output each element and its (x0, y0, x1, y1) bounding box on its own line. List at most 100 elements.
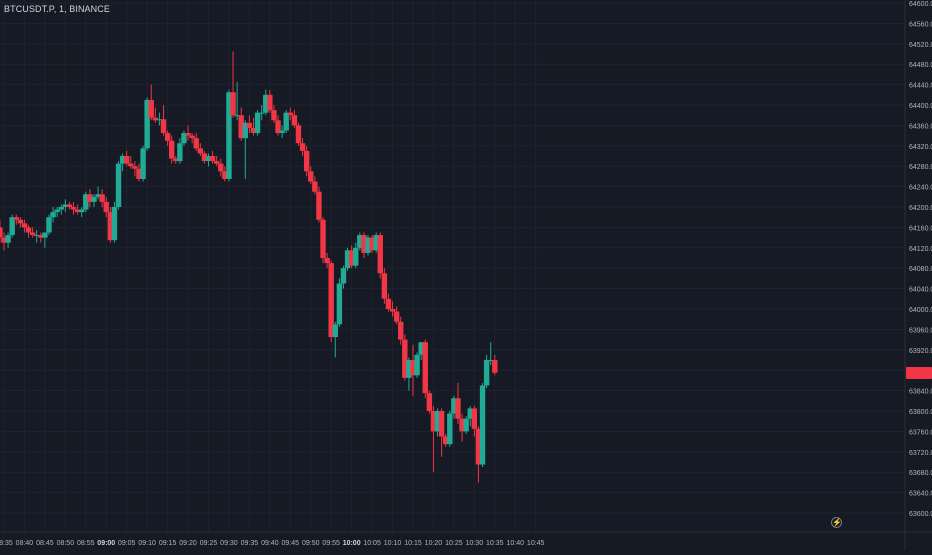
candle (66, 201, 73, 210)
candle-body (271, 110, 277, 121)
candle-body (5, 235, 11, 243)
candle-body (328, 263, 334, 338)
candle-body (365, 237, 371, 253)
time-tick-label: 09:45 (282, 540, 300, 547)
candle (103, 196, 109, 218)
candle (377, 232, 383, 279)
price-tick-label: 64320.0 (909, 144, 932, 151)
price-tick-label: 63760.0 (909, 429, 932, 436)
candle (148, 84, 154, 121)
candle-body (42, 232, 48, 238)
candle-body (295, 125, 302, 144)
time-tick-label: 10:10 (384, 540, 402, 547)
price-tick-label: 64400.0 (909, 103, 932, 110)
candle-body (136, 168, 142, 179)
time-tick-label: 10:30 (466, 540, 484, 547)
candle-body (193, 138, 199, 149)
candle-body (303, 150, 310, 172)
lightning-icon[interactable]: ⚡ (831, 517, 842, 528)
candle (426, 390, 433, 414)
time-tick-label: 09:05 (118, 540, 136, 547)
candle (29, 227, 36, 238)
candle-body (463, 418, 469, 432)
candle (348, 245, 355, 269)
candle-body (1, 237, 7, 243)
candle-body (250, 127, 257, 134)
candle-body (447, 413, 453, 445)
candle (398, 316, 404, 345)
candle (189, 133, 195, 144)
candle-body (483, 360, 490, 386)
candle-body (263, 94, 269, 113)
candle-body (132, 166, 138, 169)
candle-body (414, 354, 420, 376)
candle (205, 153, 212, 167)
time-axis[interactable]: 08:3508:4008:4508:5008:5509:0009:0509:10… (0, 531, 932, 547)
candle-body (115, 163, 122, 207)
candle (479, 382, 486, 468)
candle (17, 217, 24, 228)
candle (197, 143, 204, 156)
price-tick-label: 63840.0 (909, 389, 932, 396)
price-tick-label: 63720.0 (909, 450, 932, 457)
candle-body (426, 393, 433, 411)
candle (422, 339, 428, 399)
candle-body (479, 385, 486, 465)
candle (483, 354, 490, 389)
candle (475, 426, 482, 483)
candle-body (393, 311, 400, 322)
price-axis[interactable]: 63600.0 63640.0 63680.0 63720.0 63760.0 63800… (904, 0, 932, 550)
candle (83, 191, 89, 213)
time-tick-label: 10:20 (425, 540, 443, 547)
candle-body (402, 339, 408, 378)
price-tick-label: 63680.0 (909, 470, 932, 477)
candle-body (258, 112, 265, 114)
price-tick-label: 64440.0 (909, 83, 932, 90)
price-tick-label: 64160.0 (909, 225, 932, 232)
candle-body (246, 122, 253, 128)
candle-body (17, 219, 24, 224)
candle (463, 416, 469, 434)
candle (234, 82, 240, 121)
candle-body (430, 411, 437, 432)
candle-body (267, 94, 273, 111)
candle (361, 232, 367, 258)
candle (79, 207, 85, 218)
candle-body (164, 133, 171, 141)
candle (250, 117, 257, 136)
candle-body (332, 324, 338, 338)
candle (156, 112, 163, 126)
candle (332, 321, 338, 358)
candle (46, 214, 52, 236)
candle (164, 130, 171, 146)
time-tick-label: 08:55 (77, 540, 95, 547)
candle-body (87, 194, 93, 202)
candle-body (492, 360, 498, 373)
candle (434, 408, 441, 437)
candle-body (160, 119, 167, 134)
candle (160, 105, 167, 136)
candle-body (348, 250, 355, 266)
time-tick-label: 09:35 (241, 540, 259, 547)
candle (74, 204, 81, 215)
candle-body (287, 112, 293, 116)
candle (344, 247, 351, 271)
time-tick-label: 10:00 (343, 540, 361, 547)
candle (299, 138, 306, 156)
candle (173, 156, 179, 164)
candle (119, 153, 126, 172)
price-tick-label: 64000.0 (909, 307, 932, 314)
candle-body (189, 135, 195, 139)
candle (230, 51, 236, 118)
candle-body (66, 204, 73, 207)
candle-body (389, 309, 396, 312)
candle (50, 207, 56, 223)
candle-body (377, 235, 383, 274)
time-tick-label: 10:05 (363, 540, 381, 547)
candle-body (385, 298, 392, 309)
candle-body (148, 99, 154, 118)
candle (275, 115, 281, 136)
candle (226, 89, 232, 182)
